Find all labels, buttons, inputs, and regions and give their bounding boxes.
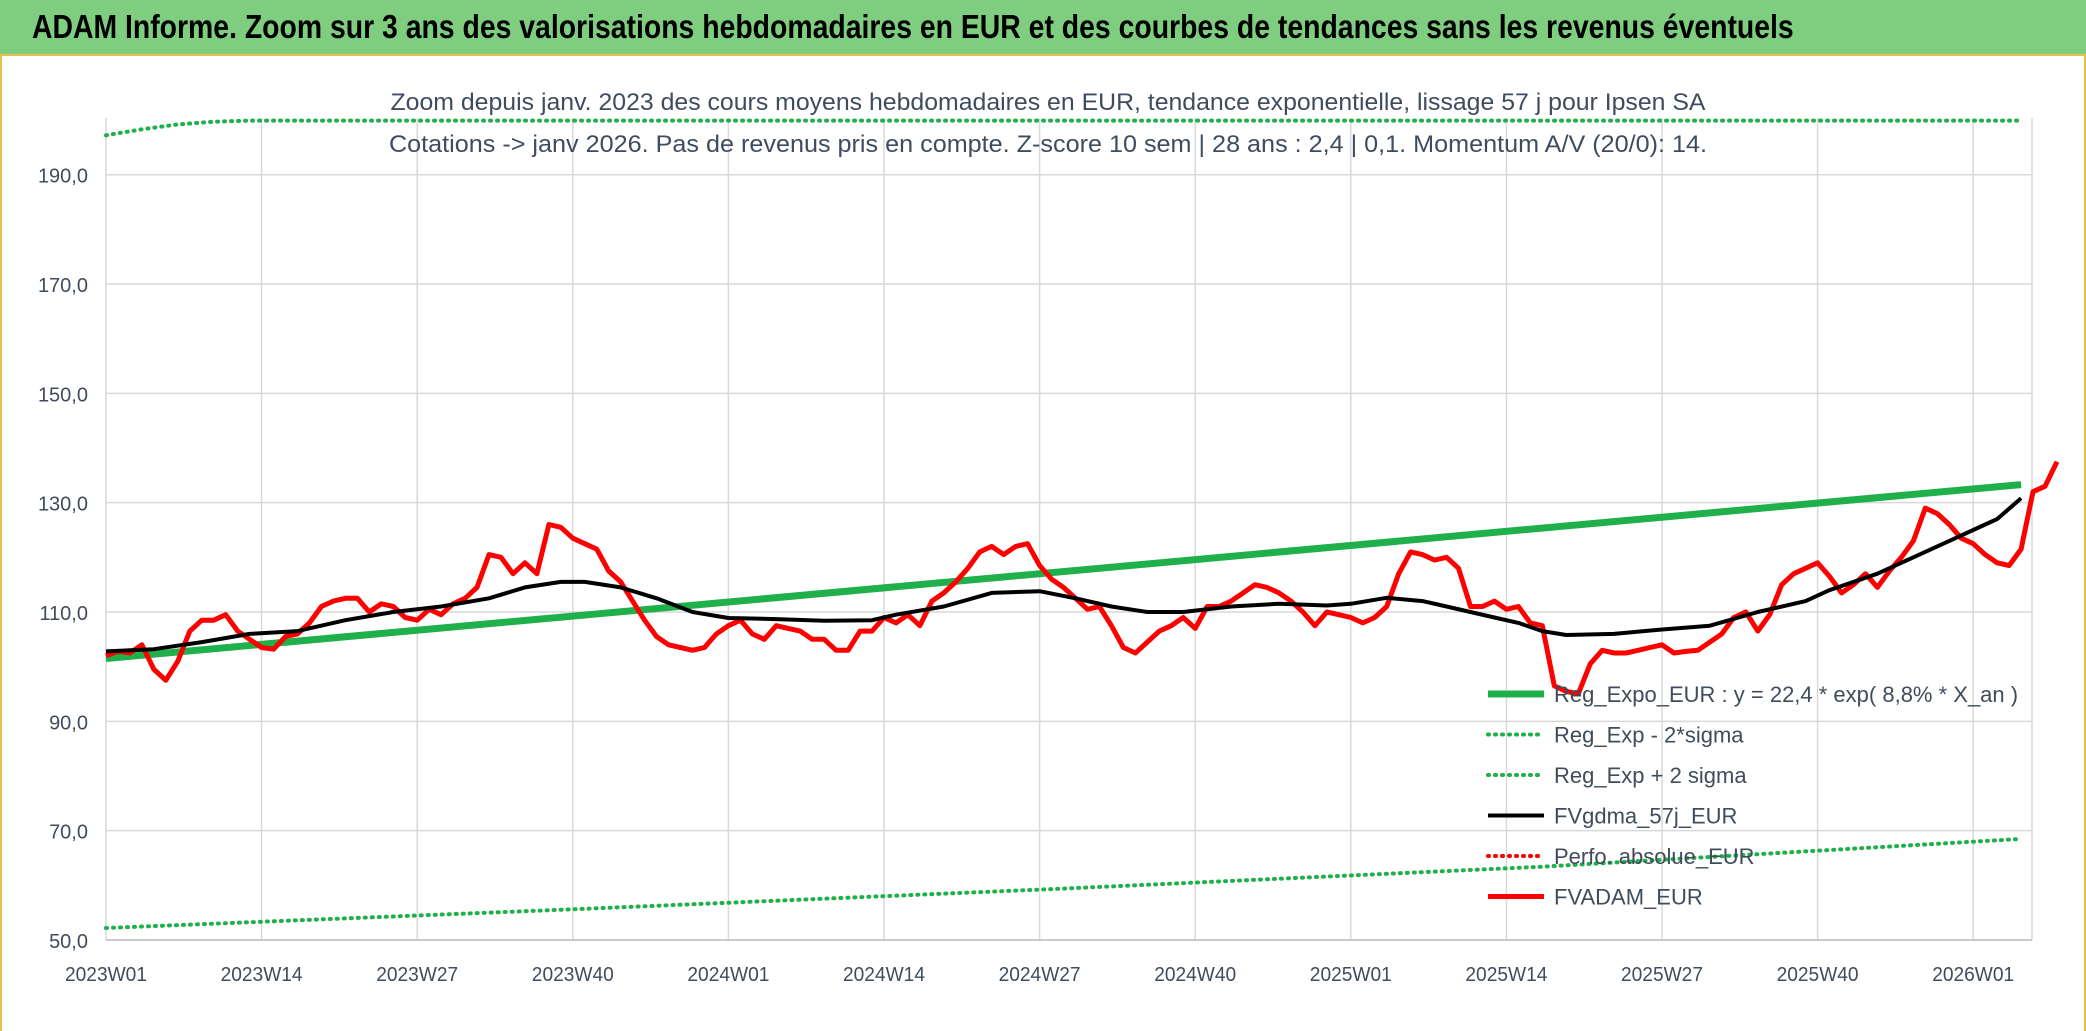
y-tick-label: 170,0	[38, 275, 88, 297]
report-title: ADAM Informe. Zoom sur 3 ans des valoris…	[32, 8, 1794, 45]
legend-label: FVADAM_EUR	[1554, 885, 1703, 910]
x-tick-label: 2024W14	[843, 964, 925, 986]
legend-label: Reg_Exp + 2 sigma	[1554, 763, 1747, 788]
series-line-1	[104, 836, 2024, 930]
x-tick-label: 2023W01	[65, 964, 147, 986]
x-tick-label: 2026W01	[1932, 964, 2014, 986]
x-tick-label: 2023W14	[221, 964, 303, 986]
y-tick-label: 50,0	[49, 931, 88, 953]
y-tick-label: 190,0	[38, 166, 88, 188]
x-tick-label: 2023W40	[532, 964, 614, 986]
chart-area: 50,0 70,0 90,0 110,0 130,0 150,0 170,0 190,0 202…	[0, 56, 2086, 1031]
y-tick-label: 150,0	[38, 384, 88, 406]
y-tick-label: 110,0	[39, 603, 88, 625]
series-line-5	[105, 460, 2060, 697]
x-tick-label: 2025W01	[1310, 964, 1392, 986]
series-line-3	[105, 496, 2023, 654]
legend-label: Perfo. absolue_EUR	[1554, 844, 1755, 869]
x-tick-label: 2025W27	[1621, 964, 1703, 986]
x-tick-label: 2025W40	[1777, 964, 1859, 986]
x-tick-label: 2024W40	[1154, 964, 1236, 986]
series-line-0	[105, 481, 2022, 662]
x-tick-label: 2023W27	[376, 964, 458, 986]
chart-subtitle: Cotations -> janv 2026. Pas de revenus p…	[389, 131, 1707, 158]
legend: Reg_Expo_EUR : y = 22,4 * exp( 8,8% * X_…	[1486, 682, 2018, 910]
line-chart: 50,0 70,0 90,0 110,0 130,0 150,0 170,0 190,0 202…	[38, 89, 2060, 986]
axes: 50,0 70,0 90,0 110,0 130,0 150,0 170,0 190,0 202…	[38, 166, 2032, 986]
chart-title: Zoom depuis janv. 2023 des cours moyens …	[391, 89, 1706, 116]
series-line-2	[104, 118, 2024, 138]
legend-label: Reg_Expo_EUR : y = 22,4 * exp( 8,8% * X_…	[1554, 682, 2018, 707]
x-tick-label: 2024W01	[687, 964, 769, 986]
grid	[105, 118, 2033, 941]
legend-label: FVgdma_57j_EUR	[1554, 804, 1737, 829]
y-tick-label: 70,0	[49, 822, 88, 844]
report-banner: ADAM Informe. Zoom sur 3 ans des valoris…	[0, 0, 2086, 56]
series-layer	[104, 118, 2060, 930]
y-tick-label: 90,0	[49, 712, 88, 734]
x-tick-label: 2025W14	[1465, 964, 1547, 986]
legend-label: Reg_Exp - 2*sigma	[1554, 723, 1744, 748]
y-tick-label: 130,0	[38, 494, 88, 516]
x-tick-label: 2024W27	[999, 964, 1081, 986]
